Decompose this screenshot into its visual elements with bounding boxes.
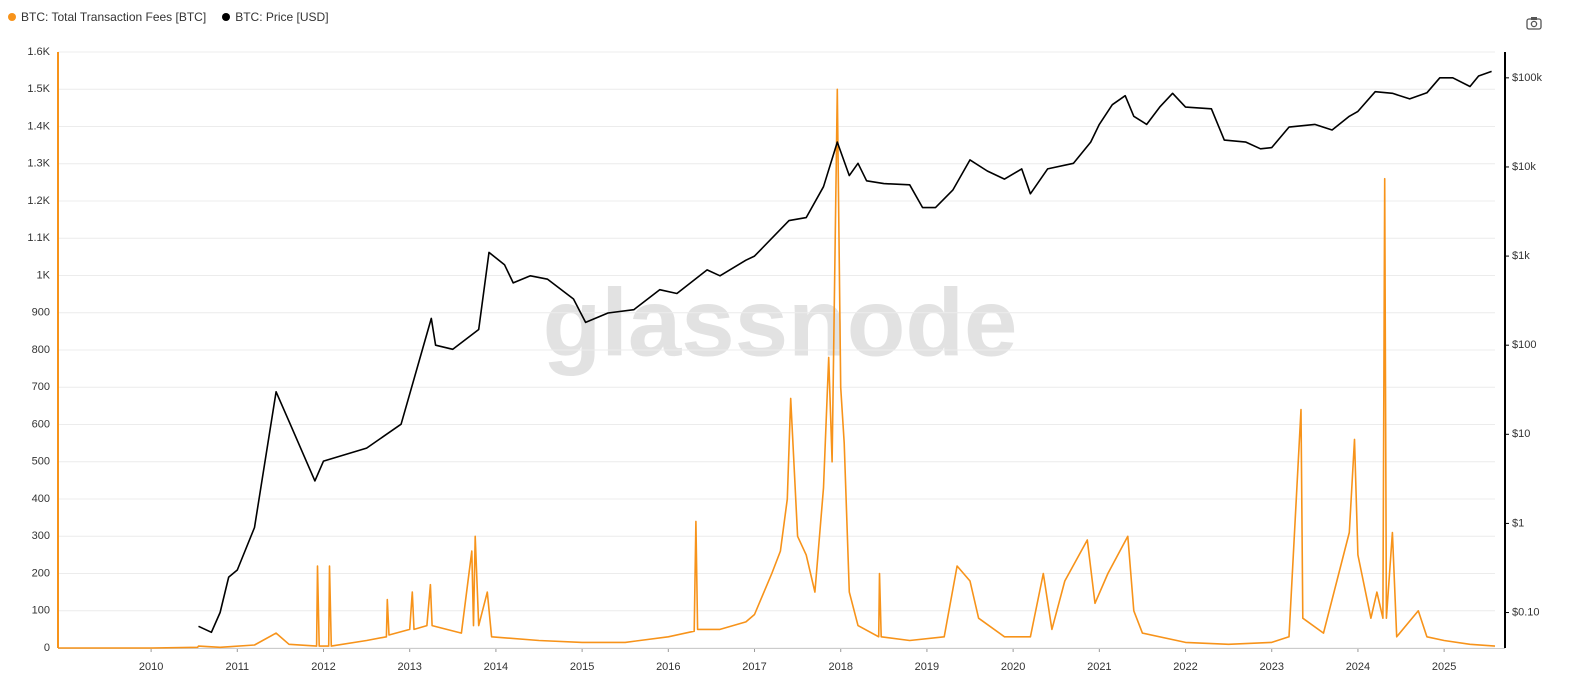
x-tick-label: 2016 bbox=[656, 661, 680, 673]
watermark: glassnode bbox=[543, 269, 1018, 376]
x-tick-label: 2013 bbox=[397, 661, 421, 673]
y2-tick-label: $10k bbox=[1512, 161, 1536, 173]
y-tick-label: 100 bbox=[32, 605, 50, 617]
y-tick-label: 1.2K bbox=[27, 195, 50, 207]
y2-tick-label: $100 bbox=[1512, 339, 1536, 351]
y-tick-label: 0 bbox=[44, 642, 50, 654]
series-line bbox=[198, 70, 1492, 634]
y-tick-label: 600 bbox=[32, 418, 50, 430]
y2-tick-label: $1 bbox=[1512, 517, 1524, 529]
legend-label: BTC: Price [USD] bbox=[235, 10, 329, 24]
y-tick-label: 1.6K bbox=[27, 46, 50, 58]
x-tick-label: 2017 bbox=[742, 661, 766, 673]
legend-item[interactable]: BTC: Price [USD] bbox=[222, 10, 329, 24]
y-tick-label: 700 bbox=[32, 381, 50, 393]
x-tick-label: 2014 bbox=[484, 661, 508, 673]
x-tick-label: 2025 bbox=[1432, 661, 1456, 673]
legend: BTC: Total Transaction Fees [BTC] BTC: Pr… bbox=[8, 10, 329, 24]
series-line bbox=[58, 88, 1496, 649]
x-tick-label: 2018 bbox=[828, 661, 852, 673]
y-tick-label: 1.4K bbox=[27, 120, 50, 132]
y-tick-label: 1.5K bbox=[27, 83, 50, 95]
y-tick-label: 1K bbox=[37, 269, 51, 281]
y-tick-label: 1.1K bbox=[27, 232, 50, 244]
y2-tick-label: $100k bbox=[1512, 72, 1542, 84]
x-tick-label: 2011 bbox=[225, 661, 249, 673]
x-tick-label: 2015 bbox=[570, 661, 594, 673]
y-tick-label: 200 bbox=[32, 567, 50, 579]
legend-swatch bbox=[8, 13, 16, 21]
x-tick-label: 2021 bbox=[1087, 661, 1111, 673]
y-tick-label: 400 bbox=[32, 493, 50, 505]
legend-swatch bbox=[222, 13, 231, 21]
legend-item[interactable]: BTC: Total Transaction Fees [BTC] bbox=[8, 10, 206, 24]
y-tick-label: 900 bbox=[32, 307, 50, 319]
x-tick-label: 2010 bbox=[139, 661, 163, 673]
x-tick-label: 2023 bbox=[1259, 661, 1283, 673]
x-tick-label: 2024 bbox=[1346, 661, 1370, 673]
legend-label: BTC: Total Transaction Fees [BTC] bbox=[21, 10, 207, 24]
x-tick-label: 2012 bbox=[311, 661, 335, 673]
y-tick-label: 500 bbox=[32, 456, 50, 468]
y-tick-label: 800 bbox=[32, 344, 50, 356]
x-tick-label: 2020 bbox=[1001, 661, 1025, 673]
x-tick-label: 2019 bbox=[915, 661, 939, 673]
y-tick-label: 300 bbox=[32, 530, 50, 542]
y2-tick-label: $1k bbox=[1512, 250, 1530, 262]
y2-tick-label: $0.10 bbox=[1512, 606, 1540, 618]
y-tick-label: 1.3K bbox=[27, 158, 50, 170]
camera-icon[interactable] bbox=[1526, 17, 1542, 30]
y2-tick-label: $10 bbox=[1512, 428, 1530, 440]
x-tick-label: 2022 bbox=[1173, 661, 1197, 673]
